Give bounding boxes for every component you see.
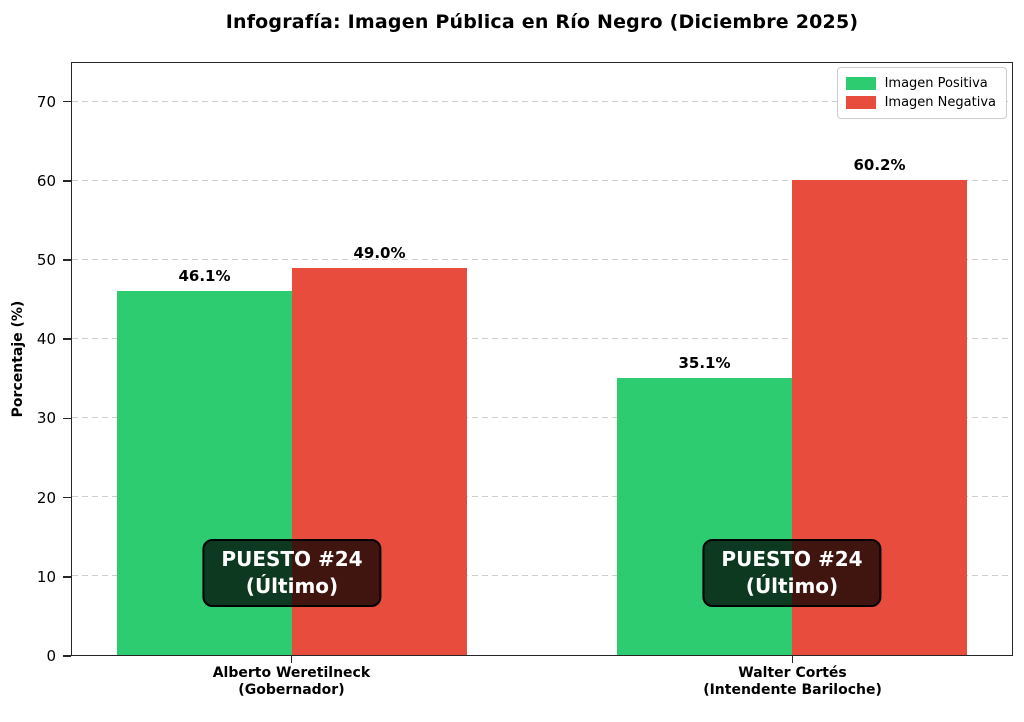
y-tick-mark: [63, 655, 71, 657]
x-category-line1: Walter Cortés: [738, 665, 847, 681]
x-tick-mark: [791, 656, 794, 663]
gridline: [72, 337, 1012, 340]
y-tick-mark: [63, 338, 71, 340]
bar-imagen-positiva: [617, 377, 792, 655]
y-tick-label: 40: [36, 330, 56, 349]
bar-value-label: 60.2%: [853, 155, 906, 174]
legend: Imagen Positiva Imagen Negativa: [836, 67, 1007, 119]
legend-entry: Imagen Positiva: [845, 74, 996, 93]
plot-area: 46.1% 49.0% 35.1% 60.2% PUESTO #24 (Último) P…: [71, 62, 1013, 656]
gridline: [72, 495, 1012, 498]
x-category-label: Walter Cortés (Intendente Bariloche): [703, 665, 882, 699]
y-tick-label: 50: [36, 251, 56, 269]
bar-value-label: 35.1%: [678, 353, 731, 372]
y-tick-mark: [63, 180, 71, 182]
y-tick-mark: [63, 100, 71, 103]
y-tick-mark: [63, 417, 71, 420]
y-tick-label: 0: [46, 647, 56, 665]
annotation-line2: (Último): [745, 574, 839, 598]
bar-value-label: 46.1%: [178, 267, 231, 286]
annotation-badge: PUESTO #24 (Último): [202, 539, 382, 607]
chart-title: Infografía: Imagen Pública en Río Negro …: [225, 11, 859, 33]
annotation-line2: (Último): [245, 574, 339, 598]
gridline: [72, 258, 1012, 261]
gridline: [72, 179, 1012, 182]
x-category-label: Alberto Weretilneck (Gobernador): [213, 665, 370, 699]
x-tick-mark: [290, 656, 293, 663]
y-tick-label: 60: [36, 171, 56, 190]
legend-label: Imagen Positiva: [884, 76, 988, 91]
legend-swatch-icon: [845, 96, 876, 109]
legend-entry: Imagen Negativa: [845, 93, 996, 112]
annotation-line1: PUESTO #24: [721, 547, 863, 571]
y-tick-label: 20: [36, 488, 56, 507]
y-tick-label: 30: [36, 409, 56, 428]
x-category-line2: (Gobernador): [238, 682, 345, 698]
x-category-line1: Alberto Weretilneck: [212, 665, 371, 681]
annotation-badge: PUESTO #24 (Último): [702, 539, 882, 607]
bar-value-label: 49.0%: [353, 244, 406, 263]
y-tick-label: 70: [36, 92, 56, 111]
y-tick-mark: [63, 576, 71, 578]
legend-swatch-icon: [845, 77, 876, 90]
y-tick-mark: [63, 496, 71, 499]
x-category-line2: (Intendente Bariloche): [703, 682, 882, 698]
gridline: [72, 100, 1012, 103]
y-axis-label: Porcentaje (%): [10, 300, 26, 418]
legend-label: Imagen Negativa: [884, 95, 996, 110]
y-tick-label: 10: [36, 567, 56, 586]
y-tick-mark: [63, 259, 71, 261]
annotation-line1: PUESTO #24: [221, 547, 363, 571]
gridline: [72, 416, 1012, 419]
gridline: [72, 574, 1012, 577]
